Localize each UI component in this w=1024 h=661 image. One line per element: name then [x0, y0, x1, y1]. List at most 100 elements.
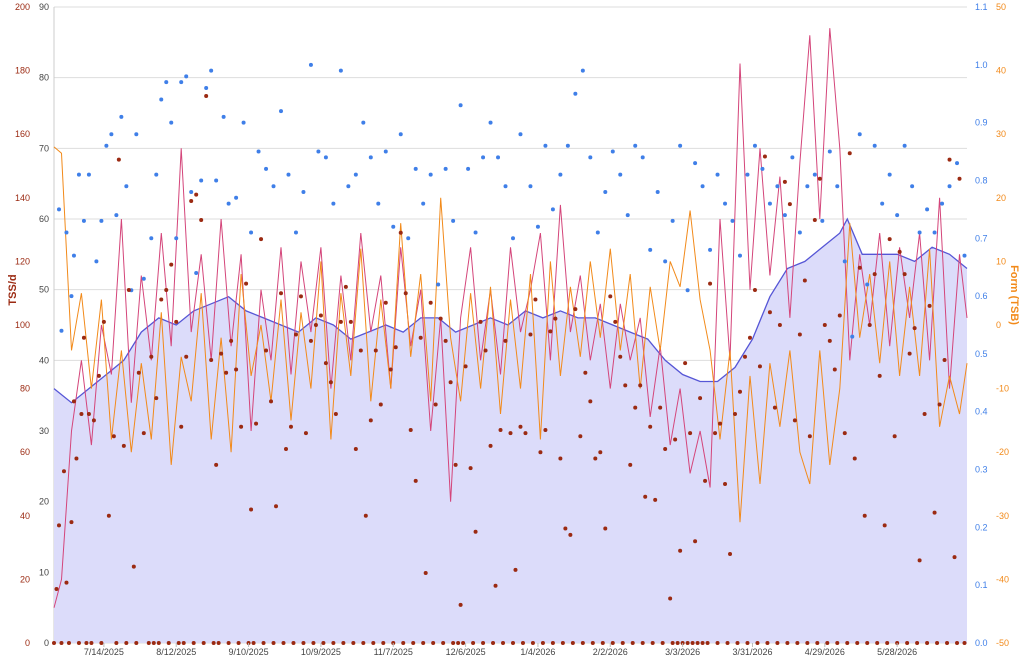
- tss-zero-point: [650, 641, 655, 645]
- tss-point: [239, 424, 244, 429]
- tss-point: [56, 523, 61, 528]
- tss-point: [902, 272, 907, 277]
- intensity-tick-label: 0.9: [975, 118, 988, 128]
- tss-point: [648, 424, 653, 429]
- fitness-area: [54, 219, 967, 643]
- tss-zero-point: [620, 641, 625, 645]
- tss-point: [249, 507, 254, 512]
- tss-point: [842, 431, 847, 436]
- intensity-point: [850, 334, 855, 339]
- tss-point: [141, 431, 146, 436]
- tss-zero-point: [955, 641, 960, 645]
- tss-point: [668, 596, 673, 601]
- tss-point: [398, 230, 403, 235]
- fatigue-line: [53, 28, 968, 608]
- x-tick-label: 4/29/2026: [805, 647, 845, 657]
- tss-point: [573, 307, 578, 312]
- intensity-tick-label: 1.1: [975, 2, 988, 12]
- tss-point: [473, 529, 478, 534]
- intensity-point: [119, 114, 124, 119]
- intensity-point: [535, 224, 540, 229]
- intensity-point: [368, 155, 373, 160]
- tss-point: [174, 319, 179, 324]
- intensity-point: [782, 213, 787, 218]
- intensity-point: [189, 190, 194, 195]
- tss-point: [663, 447, 668, 452]
- intensity-point: [715, 172, 720, 177]
- tss-zero-point: [166, 641, 171, 645]
- tss-point: [363, 513, 368, 518]
- tss-zero-point: [151, 641, 156, 645]
- tss-zero-point: [191, 641, 196, 645]
- intensity-point: [149, 236, 154, 241]
- tss-zero-point: [76, 641, 81, 645]
- intensity-point: [835, 184, 840, 189]
- tss-point: [817, 176, 822, 181]
- tss-zero-point: [825, 641, 830, 645]
- tss-point: [224, 370, 229, 375]
- tss-point: [219, 351, 224, 356]
- intensity-point: [209, 68, 214, 73]
- tss-point: [633, 405, 638, 410]
- tss-point: [737, 389, 742, 394]
- x-tick-label: 1/4/2026: [520, 647, 555, 657]
- intensity-point: [550, 207, 555, 212]
- tss-point: [812, 218, 817, 223]
- tss-zero-point: [600, 641, 605, 645]
- tss-point: [917, 558, 922, 563]
- intensity-point: [249, 230, 254, 235]
- tss-point: [333, 412, 338, 417]
- tss-point: [269, 399, 274, 404]
- tss-point: [199, 218, 204, 223]
- tss-point: [106, 513, 111, 518]
- intensity-point: [737, 253, 742, 258]
- tss-point: [947, 157, 952, 162]
- tss-zero-point: [456, 641, 461, 645]
- tss-point: [274, 504, 279, 509]
- tss-zero-point: [291, 641, 296, 645]
- tss-zero-point: [765, 641, 770, 645]
- tss-point: [513, 567, 518, 572]
- tss-point: [458, 602, 463, 607]
- intensity-tick-label: 0.8: [975, 175, 988, 185]
- intensity-point: [518, 132, 523, 137]
- tss-point: [378, 402, 383, 407]
- tss-point: [423, 571, 428, 576]
- intensity-point: [767, 201, 772, 206]
- intensity-point: [745, 172, 750, 177]
- tss-zero-point: [915, 641, 920, 645]
- tss-point: [583, 370, 588, 375]
- tss-point: [533, 297, 538, 302]
- intensity-point: [797, 230, 802, 235]
- tss-zero-point: [331, 641, 336, 645]
- tss-point: [922, 412, 927, 417]
- tss-zero-point: [481, 641, 486, 645]
- tss-zero-point: [341, 641, 346, 645]
- intensity-point: [124, 184, 129, 189]
- intensity-point: [64, 230, 69, 235]
- intensity-point: [565, 143, 570, 148]
- x-tick-label: 3/31/2026: [732, 647, 772, 657]
- tss-point: [443, 338, 448, 343]
- tss-point: [308, 338, 313, 343]
- intensity-point: [827, 149, 832, 154]
- tss-zero-point: [675, 641, 680, 645]
- tss-point: [578, 434, 583, 439]
- tss-point: [877, 373, 882, 378]
- fitness-line: [53, 217, 968, 404]
- fitness-tick-label: 80: [39, 73, 49, 83]
- intensity-point: [204, 85, 209, 90]
- intensity-point: [194, 270, 199, 275]
- intensity-point: [99, 218, 104, 223]
- tss-point: [298, 294, 303, 299]
- tss-zero-point: [735, 641, 740, 645]
- tss-point: [832, 367, 837, 372]
- tss-zero-point: [114, 641, 119, 645]
- intensity-point: [308, 62, 313, 67]
- intensity-point: [271, 184, 276, 189]
- intensity-point: [443, 166, 448, 171]
- tss-point: [608, 294, 613, 299]
- intensity-point: [700, 184, 705, 189]
- tss-point: [318, 313, 323, 318]
- tss-point: [683, 361, 688, 366]
